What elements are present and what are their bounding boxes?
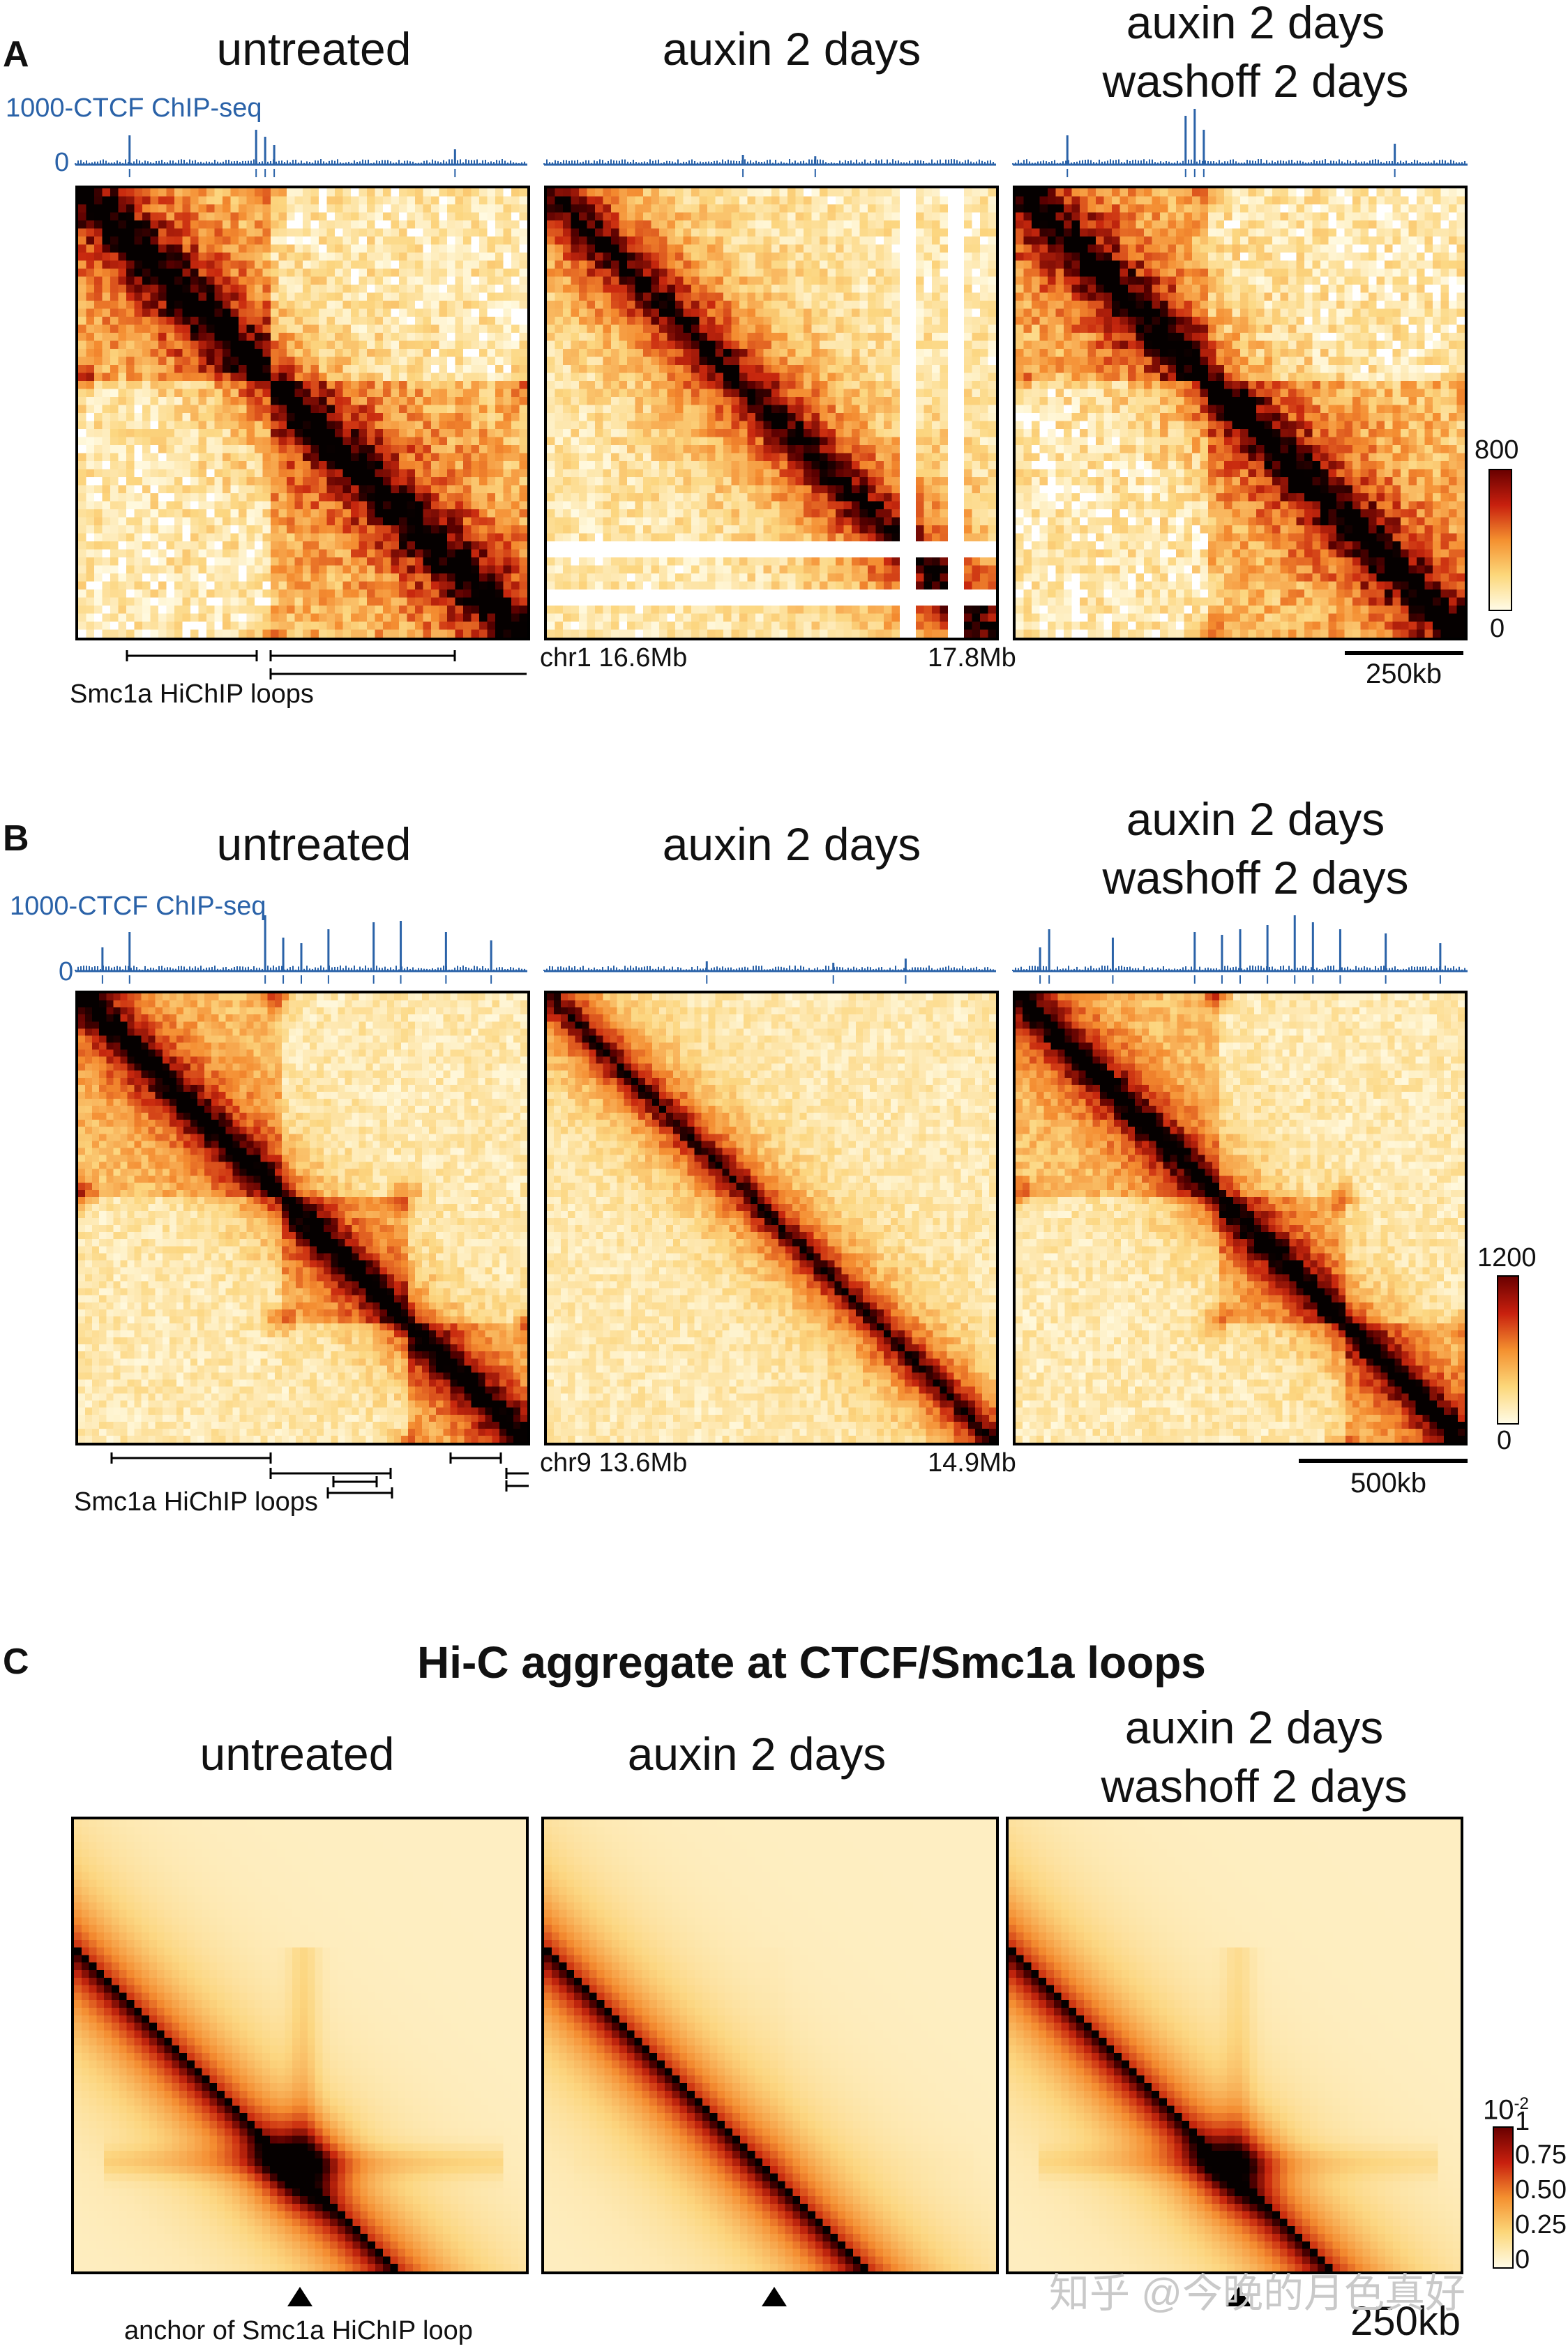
colorbar-tick: 0.75 — [1515, 2140, 1567, 2170]
condition-label: auxin 2 days — [662, 23, 921, 75]
condition-label: auxin 2 days — [662, 818, 921, 870]
colorbar-tick: 1 — [1515, 2107, 1530, 2136]
colorbar-a — [1488, 469, 1512, 611]
condition-label: auxin 2 days washoff 2 days — [1102, 0, 1409, 107]
condition-label: untreated — [216, 23, 412, 75]
condition-label: untreated — [199, 1728, 395, 1780]
panel-letter-c: C — [3, 1642, 29, 1682]
anchor-triangle-icon — [762, 2287, 787, 2306]
heatmap-a-untreated — [75, 186, 530, 640]
colorbar-exponent: 10-2 — [1483, 2094, 1529, 2126]
colorbar-b — [1497, 1275, 1519, 1425]
panel-letter-a: A — [3, 34, 29, 75]
coord-end: 14.9Mb — [928, 1448, 1016, 1478]
panel-letter-b: B — [3, 818, 29, 859]
heatmap-a-washoff — [1013, 186, 1468, 640]
coord-start: chr9 13.6Mb — [540, 1448, 688, 1478]
colorbar-tick: 0.50 — [1515, 2175, 1567, 2204]
anchor-triangle-icon — [287, 2287, 312, 2306]
anchor-triangle-icon — [1226, 2287, 1251, 2306]
colorbar-tick: 0 — [1515, 2245, 1530, 2274]
scale-bar-label: 500kb — [1350, 1468, 1426, 1499]
heatmap-b-auxin — [544, 991, 999, 1445]
colorbar-c — [1493, 2126, 1514, 2269]
condition-label: auxin 2 days washoff 2 days — [1102, 793, 1409, 903]
colorbar-min: 0 — [1497, 1426, 1512, 1455]
colorbar-max: 800 — [1475, 435, 1519, 465]
track-min-label: 0 — [59, 957, 74, 986]
aggregate-heatmap-untreated — [71, 1817, 529, 2274]
loops-label: Smc1a HiChIP loops — [74, 1487, 318, 1517]
coord-start: chr1 16.6Mb — [540, 643, 688, 673]
colorbar-max: 1200 — [1477, 1243, 1537, 1272]
anchor-label: anchor of Smc1a HiChIP loop — [124, 2316, 473, 2345]
condition-label: untreated — [216, 818, 412, 870]
condition-label: auxin 2 days — [627, 1728, 887, 1780]
heatmap-a-auxin — [544, 186, 999, 640]
aggregate-heatmap-auxin — [541, 1817, 999, 2274]
track-min-label: 0 — [54, 148, 70, 177]
heatmap-b-untreated — [75, 991, 530, 1445]
scale-bar-label: 250kb — [1350, 2299, 1461, 2344]
watermark-text: 知乎 @今晚的月色真好 — [1049, 2271, 1465, 2316]
track-max-label: 1000-CTCF ChIP-seq — [6, 93, 262, 123]
coord-end: 17.8Mb — [928, 643, 1016, 673]
loops-label: Smc1a HiChIP loops — [70, 679, 314, 709]
condition-label: auxin 2 days washoff 2 days — [1101, 1702, 1408, 1812]
colorbar-tick: 0.25 — [1515, 2210, 1567, 2239]
aggregate-title: Hi-C aggregate at CTCF/Smc1a loops — [417, 1637, 1206, 1688]
aggregate-heatmap-washoff — [1006, 1817, 1463, 2274]
colorbar-min: 0 — [1490, 614, 1505, 643]
track-max-label: 1000-CTCF ChIP-seq — [10, 892, 266, 921]
scale-bar-label: 250kb — [1366, 659, 1442, 689]
heatmap-b-washoff — [1013, 991, 1468, 1445]
